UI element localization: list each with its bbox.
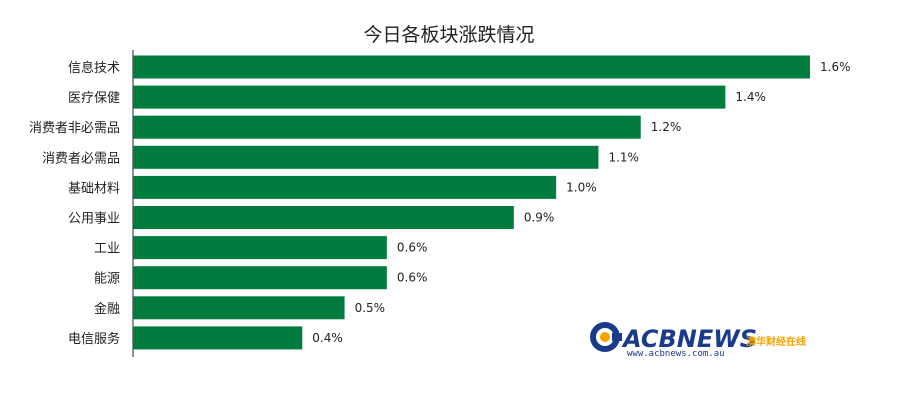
- logo-brand: ACBNEWS: [621, 325, 757, 353]
- bar-5: [133, 206, 514, 229]
- bar-3: [133, 145, 599, 169]
- category-label-0: 信息技术: [68, 60, 120, 76]
- value-label-3: 1.1%: [608, 150, 639, 164]
- bar-1: [133, 85, 726, 109]
- category-label-2: 消费者非必需品: [29, 121, 120, 136]
- category-label-5: 公用事业: [68, 212, 120, 227]
- value-label-0: 1.6%: [820, 60, 851, 74]
- value-label-5: 0.9%: [524, 211, 555, 225]
- logo-at-icon: [590, 322, 622, 352]
- logo-brand-cn: 澳华财经在线: [746, 335, 806, 348]
- logo-url: www.acbnews.com.au: [627, 349, 725, 359]
- value-label-6: 0.6%: [397, 241, 428, 255]
- category-label-1: 医疗保健: [68, 91, 120, 106]
- value-label-2: 1.2%: [651, 120, 682, 134]
- category-label-8: 金融: [94, 301, 120, 317]
- chart-title: 今日各板块涨跌情况: [363, 24, 534, 46]
- category-label-4: 基础材料: [68, 181, 120, 196]
- value-label-8: 0.5%: [355, 301, 386, 315]
- bar-2: [133, 115, 641, 139]
- value-label-1: 1.4%: [735, 90, 766, 104]
- acbnews-logo: ACBNEWS 澳华财经在线 www.acbnews.com.au: [590, 322, 806, 359]
- bar-4: [133, 175, 557, 199]
- value-label-9: 0.4%: [312, 331, 343, 345]
- bar-8: [133, 296, 345, 320]
- bar-7: [133, 266, 387, 290]
- category-label-9: 电信服务: [68, 331, 120, 347]
- category-label-6: 工业: [94, 242, 120, 257]
- bar-0: [133, 55, 810, 79]
- bars-group: 信息技术 1.6% 医疗保健 1.4% 消费者非必需品 1.2% 消费者必需品 1.1% 基础材…: [29, 55, 851, 350]
- bar-6: [133, 236, 387, 260]
- category-label-3: 消费者必需品: [42, 151, 120, 166]
- bar-9: [133, 326, 303, 350]
- value-label-7: 0.6%: [397, 271, 428, 285]
- category-label-7: 能源: [94, 272, 120, 287]
- value-label-4: 1.0%: [566, 180, 597, 194]
